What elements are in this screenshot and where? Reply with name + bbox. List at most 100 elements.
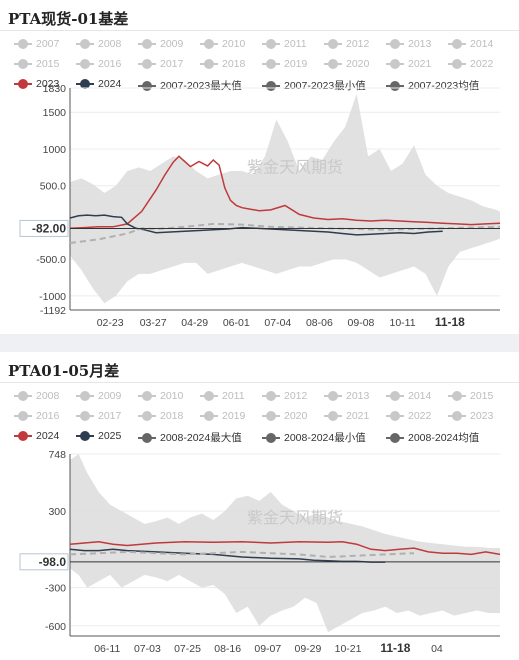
legend-marker-icon: [76, 391, 94, 401]
legend-item-2014[interactable]: 2014: [386, 390, 431, 402]
legend-item-2007-2023最大值[interactable]: 2007-2023最大值: [138, 78, 242, 93]
legend-item-2008-2024最大值[interactable]: 2008-2024最大值: [138, 430, 242, 445]
legend-item-2025[interactable]: 2025: [76, 430, 121, 442]
legend-item-2012[interactable]: 2012: [324, 38, 369, 50]
y-tick-label: 1500: [43, 107, 67, 119]
min-max-band: [70, 93, 500, 304]
legend-marker-icon: [262, 411, 280, 421]
legend-label: 2007-2023最小值: [284, 80, 366, 92]
legend-label: 2009: [160, 38, 184, 50]
legend-item-2018[interactable]: 2018: [138, 410, 183, 422]
legend-label: 2025: [98, 430, 122, 442]
legend-item-2015[interactable]: 2015: [14, 58, 59, 70]
legend-marker-icon: [200, 391, 218, 401]
spread-chart-panel: PTA01-05月差 2008 2009 2010 2011 2012 2013 2014 2…: [0, 352, 519, 660]
legend-label: 2015: [470, 390, 494, 402]
y-tick-label: 748: [48, 449, 66, 461]
current-value-box: [19, 219, 69, 237]
legend-item-2012[interactable]: 2012: [262, 390, 307, 402]
legend-marker-icon: [14, 431, 32, 441]
legend-marker-icon: [14, 39, 32, 49]
legend-item-2009[interactable]: 2009: [76, 390, 121, 402]
legend-label: 2023: [36, 78, 60, 90]
y-tick-label: 500.0: [40, 181, 66, 193]
legend-label: 2009: [98, 390, 122, 402]
legend-item-2017[interactable]: 2017: [138, 58, 183, 70]
x-tick-label: 02-23: [97, 317, 124, 329]
legend-item-2014[interactable]: 2014: [448, 38, 493, 50]
legend-label: 2019: [222, 410, 246, 422]
legend-item-2009[interactable]: 2009: [138, 38, 183, 50]
y-tick-label: -300: [45, 583, 66, 595]
legend-item-2024[interactable]: 2024: [76, 78, 121, 90]
y-tick-label: 300: [48, 506, 66, 518]
legend-marker-icon: [386, 80, 404, 91]
legend-marker-icon: [448, 391, 466, 401]
legend-item-2021[interactable]: 2021: [386, 58, 431, 70]
x-tick-label: 04: [431, 643, 443, 655]
legend-label: 2021: [346, 410, 370, 422]
legend-item-2008-2024最小值[interactable]: 2008-2024最小值: [262, 430, 366, 445]
chart-title: PTA01-05月差: [8, 362, 120, 380]
legend-label: 2024: [98, 78, 122, 90]
watermark-text: 紫金天风期货: [247, 509, 343, 527]
legend-label: 2011: [284, 38, 307, 50]
legend-marker-icon: [138, 39, 156, 49]
x-tick-label: 08-06: [306, 317, 333, 329]
legend-label: 2021: [408, 58, 432, 70]
legend-item-2011[interactable]: 2011: [200, 390, 245, 402]
legend-item-2020[interactable]: 2020: [262, 410, 307, 422]
legend-item-2018[interactable]: 2018: [200, 58, 245, 70]
legend-item-2017[interactable]: 2017: [76, 410, 121, 422]
legend-item-2020[interactable]: 2020: [324, 58, 369, 70]
legend-item-2013[interactable]: 2013: [324, 390, 369, 402]
y-tick-label: -82.00: [32, 221, 66, 235]
series-line-2024: [69, 214, 443, 236]
x-tick-label: 07-03: [134, 643, 161, 655]
legend-label: 2014: [470, 38, 494, 50]
legend-label: 2020: [346, 58, 370, 70]
legend-item-2016[interactable]: 2016: [14, 410, 59, 422]
legend-item-2008[interactable]: 2008: [76, 38, 121, 50]
legend-item-2019[interactable]: 2019: [262, 58, 307, 70]
x-tick-label: 10-21: [335, 643, 362, 655]
legend-item-2021[interactable]: 2021: [324, 410, 369, 422]
legend-label: 2013: [408, 38, 432, 50]
legend-label: 2017: [160, 58, 184, 70]
legend-item-2013[interactable]: 2013: [386, 38, 431, 50]
legend-label: 2012: [346, 38, 370, 50]
legend-item-2023[interactable]: 2023: [14, 78, 59, 90]
x-tick-label: 09-29: [295, 643, 322, 655]
legend-item-2022[interactable]: 2022: [386, 410, 431, 422]
legend-item-2015[interactable]: 2015: [448, 390, 493, 402]
legend-label: 2008-2024最小值: [284, 432, 366, 444]
legend-item-2011[interactable]: 2011: [262, 38, 307, 50]
x-tick-label: 10-11: [389, 317, 415, 329]
y-tick-label: -500.0: [36, 254, 66, 266]
legend-item-2007-2023均值[interactable]: 2007-2023均值: [386, 78, 479, 93]
x-tick-label: 03-27: [140, 317, 167, 329]
legend-item-2007[interactable]: 2007: [14, 38, 59, 50]
legend-label: 2018: [222, 58, 246, 70]
legend-item-2010[interactable]: 2010: [138, 390, 183, 402]
legend-marker-icon: [14, 79, 32, 89]
legend-marker-icon: [76, 39, 94, 49]
legend-item-2022[interactable]: 2022: [448, 58, 493, 70]
legend-item-2010[interactable]: 2010: [200, 38, 245, 50]
legend-label: 2008-2024最大值: [160, 432, 242, 444]
legend-label: 2022: [408, 410, 432, 422]
legend-item-2008[interactable]: 2008: [14, 390, 59, 402]
legend-item-2008-2024均值[interactable]: 2008-2024均值: [386, 430, 479, 445]
x-tick-label: 11-18: [380, 641, 410, 655]
legend-item-2016[interactable]: 2016: [76, 58, 121, 70]
legend-item-2007-2023最小值[interactable]: 2007-2023最小值: [262, 78, 366, 93]
legend-label: 2019: [284, 58, 308, 70]
legend-item-2024[interactable]: 2024: [14, 430, 59, 442]
legend-marker-icon: [14, 391, 32, 401]
legend-marker-icon: [200, 39, 218, 49]
legend-item-2019[interactable]: 2019: [200, 410, 245, 422]
legend-item-2023[interactable]: 2023: [448, 410, 493, 422]
legend-marker-icon: [262, 39, 280, 49]
basis-chart-panel: PTA现货-01基差 2007 2008 2009 2010 2011 2012 2013 2…: [0, 10, 519, 329]
legend-marker-icon: [14, 411, 32, 421]
